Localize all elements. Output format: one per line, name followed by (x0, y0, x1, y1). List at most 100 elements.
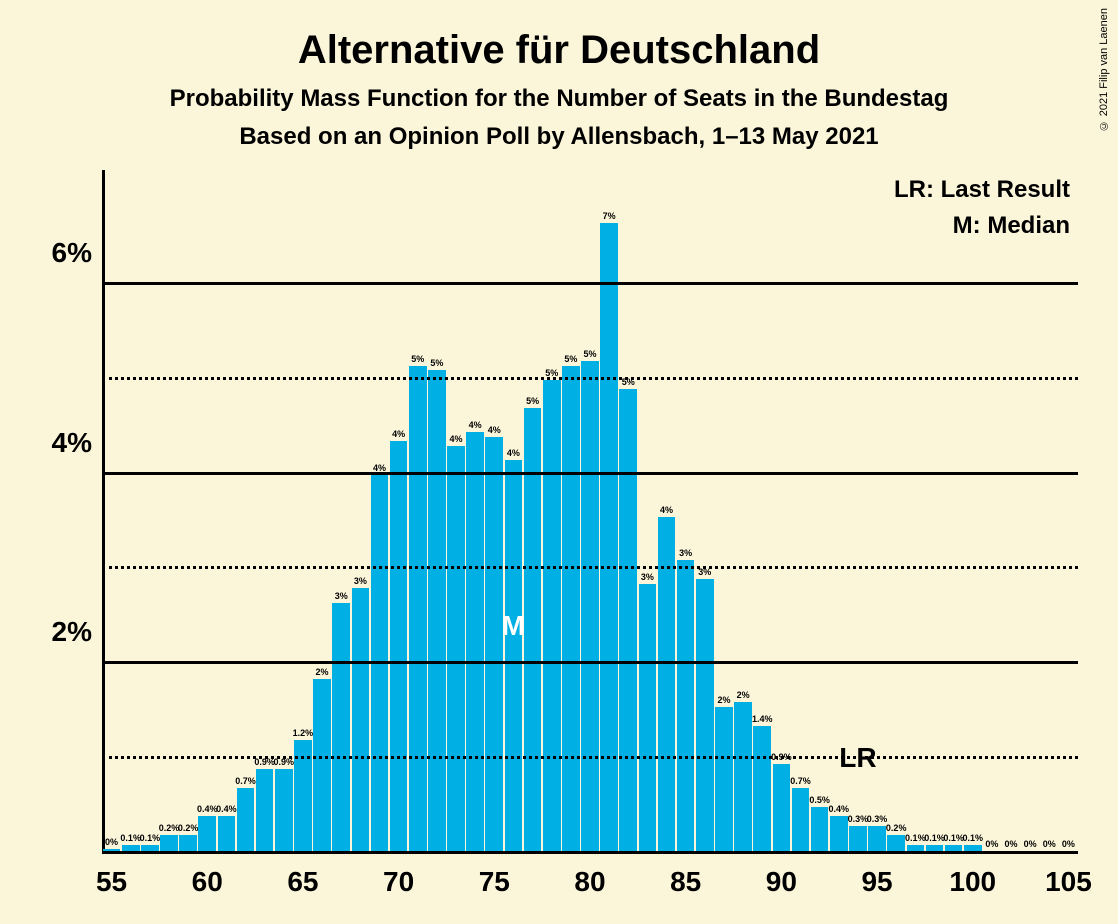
bar-value-label: 0% (1062, 839, 1075, 851)
bar-value-label: 0.3% (848, 814, 869, 826)
bar-rect (639, 584, 657, 854)
bar-rect (352, 588, 370, 854)
bar: 0.4% (217, 816, 236, 854)
bar: 5% (408, 366, 427, 855)
bar: 5% (580, 361, 599, 854)
bar: 4% (485, 437, 504, 854)
gridline-minor (102, 566, 1078, 569)
x-axis-tick-label: 60 (192, 854, 223, 898)
x-axis-tick-label: 55 (96, 854, 127, 898)
bar: 3% (676, 560, 695, 854)
bar-value-label: 0% (1004, 839, 1017, 851)
bar: 0.7% (791, 788, 810, 854)
bar-rect (543, 380, 561, 854)
chart-subtitle-1: Probability Mass Function for the Number… (0, 85, 1118, 113)
bar-rect (562, 366, 580, 855)
bar: 3% (695, 579, 714, 854)
bar-value-label: 1.4% (752, 714, 773, 726)
bar-rect (524, 408, 542, 854)
bar-rect (428, 370, 446, 854)
bar-value-label: 4% (392, 429, 405, 441)
bar-value-label: 0.5% (809, 795, 830, 807)
x-axis-tick-label: 105 (1045, 854, 1092, 898)
bar-rect (390, 441, 408, 854)
bar: 0.4% (198, 816, 217, 854)
bar: 0.9% (255, 769, 274, 854)
x-axis-tick-label: 100 (949, 854, 996, 898)
chart-container: Alternative für Deutschland Probability … (0, 0, 1118, 924)
bar: 0.9% (274, 769, 293, 854)
bar: 3% (351, 588, 370, 854)
bar: 2% (734, 702, 753, 854)
gridline-minor (102, 756, 1078, 759)
bar-rect (677, 560, 695, 854)
bar: 0.3% (867, 826, 886, 854)
x-axis-tick-label: 85 (670, 854, 701, 898)
bar-rect (715, 707, 733, 854)
chart-subtitle-2: Based on an Opinion Poll by Allensbach, … (0, 123, 1118, 151)
bar-rect (696, 579, 714, 854)
bar-rect (485, 437, 503, 854)
gridline-major (102, 472, 1078, 475)
bar-rect (792, 788, 810, 854)
bar-rect (734, 702, 752, 854)
bar: 0.4% (829, 816, 848, 854)
bar-value-label: 1.2% (293, 728, 314, 740)
bar-value-label: 5% (430, 358, 443, 370)
bar-rect (198, 816, 216, 854)
bar-value-label: 0% (1024, 839, 1037, 851)
bar: 5% (561, 366, 580, 855)
bar-rect (773, 764, 791, 854)
bar: 5% (542, 380, 561, 854)
bar: 4% (504, 460, 523, 854)
bar: 2% (714, 707, 733, 854)
bar-value-label: 5% (526, 396, 539, 408)
bar-value-label: 0.1% (120, 833, 141, 845)
bar: 0.3% (848, 826, 867, 854)
bar-value-label: 7% (603, 211, 616, 223)
gridline-major (102, 661, 1078, 664)
bar-rect (868, 826, 886, 854)
bar: 3% (332, 603, 351, 854)
plot-area: LR: Last Result M: Median 0%0.1%0.1%0.2%… (102, 190, 1078, 854)
bar: 4% (466, 432, 485, 854)
bar: 5% (523, 408, 542, 854)
bar-rect (619, 389, 637, 854)
bar-value-label: 0.7% (235, 776, 256, 788)
bar-value-label: 0.2% (159, 823, 180, 835)
bar-rect (505, 460, 523, 854)
x-axis-tick-label: 95 (861, 854, 892, 898)
bar-value-label: 2% (316, 667, 329, 679)
bar-rect (466, 432, 484, 854)
bar-rect (447, 446, 465, 854)
bar-value-label: 4% (469, 420, 482, 432)
bar-rect (237, 788, 255, 854)
bar-value-label: 3% (335, 591, 348, 603)
bar-value-label: 0.1% (905, 833, 926, 845)
bar-value-label: 3% (354, 576, 367, 588)
bar: 0.9% (772, 764, 791, 854)
y-axis-tick-label: 6% (52, 237, 102, 269)
bar: 5% (619, 389, 638, 854)
chart-area: LR: Last Result M: Median 0%0.1%0.1%0.2%… (60, 190, 1078, 854)
bar-value-label: 3% (641, 572, 654, 584)
bar-value-label: 5% (411, 354, 424, 366)
x-axis-tick-label: 65 (287, 854, 318, 898)
bar-value-label: 0.4% (197, 804, 218, 816)
bar-value-label: 5% (564, 354, 577, 366)
bar-rect (218, 816, 236, 854)
bar-value-label: 0.4% (829, 804, 850, 816)
x-axis-tick-label: 75 (479, 854, 510, 898)
bar-value-label: 4% (488, 425, 501, 437)
bar-value-label: 0.1% (140, 833, 161, 845)
bar: 0.7% (236, 788, 255, 854)
gridline-minor (102, 377, 1078, 380)
bar-value-label: 5% (583, 349, 596, 361)
bar-rect (811, 807, 829, 854)
bar: 4% (446, 446, 465, 854)
bar: 0.5% (810, 807, 829, 854)
bar: 7% (600, 223, 619, 854)
bar-value-label: 0% (105, 837, 118, 849)
bar-rect (753, 726, 771, 854)
bar: 3% (638, 584, 657, 854)
